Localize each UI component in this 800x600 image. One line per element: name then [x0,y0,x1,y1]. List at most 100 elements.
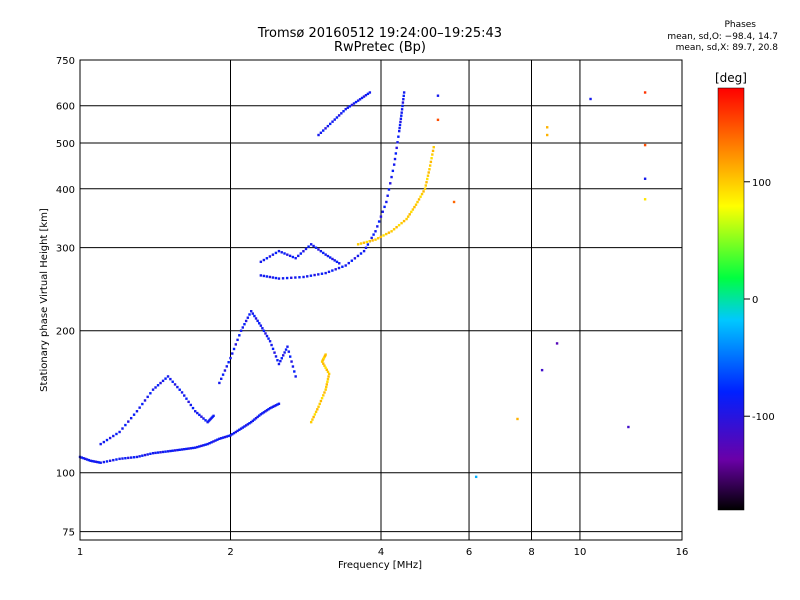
echo-point [379,235,383,239]
echo-point [127,420,130,423]
echo-point [220,377,223,381]
x-axis-label: Frequency [MHz] [338,560,422,571]
echo-point [399,117,403,121]
echo-point [546,133,549,137]
echo-point [198,413,201,417]
echo-point [223,369,227,372]
echo-point [210,441,213,444]
echo-point [254,317,258,320]
echo-point [264,410,267,413]
grid-lines [80,60,682,540]
y-tick-label: 500 [56,139,75,150]
echo-point [436,94,440,97]
y-tick-label: 100 [56,469,75,480]
y-tick-label: 400 [56,185,75,196]
echo-point [283,252,286,255]
echo-point [413,205,416,209]
echo-point [214,439,217,442]
echo-point [392,163,396,166]
echo-point [335,260,339,264]
echo-point [178,388,181,391]
echo-point [231,352,234,355]
echo-point [276,359,279,362]
echo-point [277,249,281,253]
echo-point [387,231,391,234]
echo-point [294,375,297,378]
echo-point [329,122,332,126]
echo-point [326,254,330,258]
echo-point [358,98,362,101]
echo-point [424,184,427,187]
echo-point [194,446,197,449]
echo-point [362,95,366,98]
echo-point [302,250,305,253]
echo-point [325,383,329,386]
echo-point [294,256,297,260]
colorbar-ticks: 100 0 -100 [744,178,775,423]
echo-point [400,114,403,117]
echo-point [271,405,275,408]
echo-point [395,146,398,150]
y-tick-label: 750 [56,56,75,67]
echo-point [324,388,327,391]
echo-point [370,236,373,240]
echo-point [268,255,272,258]
echo-point [344,107,347,111]
echo-point [430,157,433,160]
echo-point [377,220,381,223]
echo-point [397,135,400,138]
echo-point [129,456,133,459]
echo-point [280,357,283,360]
phase-header: Phases [724,20,756,30]
echo-point [173,449,177,452]
echo-point [87,458,91,462]
echo-point [261,412,264,415]
echo-point [194,410,197,413]
echo-point [253,314,256,318]
echo-point [307,245,310,248]
echo-point [251,419,255,423]
echo-point [166,450,170,453]
echo-point [191,446,195,450]
echo-point [294,276,297,279]
echo-point [277,402,281,405]
echo-point [323,364,326,367]
y-tick-label: 300 [56,244,75,255]
echo-point [164,450,167,453]
echo-point [319,131,323,134]
echo-point [132,413,136,416]
echo-point [246,316,250,319]
echo-point [259,260,263,264]
echo-point [220,437,223,440]
echo-point [392,228,396,231]
echo-point [400,111,403,114]
colorbar-tick-label: 0 [752,295,758,306]
echo-point [239,329,243,332]
echo-point [643,91,647,94]
echo-point [348,105,352,108]
echo-point [431,149,435,153]
echo-point [398,123,402,127]
echo-point [371,239,374,242]
echo-point [285,276,289,280]
echo-point [251,312,255,315]
echo-point [317,133,320,137]
x-tick-label: 4 [378,547,384,558]
echo-point [420,192,424,196]
echo-point [314,410,318,414]
echo-point [322,394,325,397]
echo-point [96,460,99,464]
echo-point [271,347,275,351]
echo-point [313,273,316,277]
echo-point [402,98,405,101]
phase-x-stats: mean, sd,X: 89.7, 20.8 [675,43,778,53]
echo-point [146,395,149,399]
echo-point [143,399,147,402]
echo-point [89,459,92,462]
echo-point [589,97,592,101]
echo-point [426,177,429,181]
echo-point [218,381,221,385]
echo-point [262,329,266,333]
echo-point [311,418,314,421]
echo-point [312,415,315,419]
